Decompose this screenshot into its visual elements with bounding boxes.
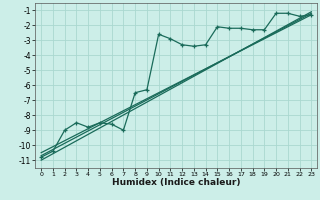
X-axis label: Humidex (Indice chaleur): Humidex (Indice chaleur) — [112, 178, 241, 187]
